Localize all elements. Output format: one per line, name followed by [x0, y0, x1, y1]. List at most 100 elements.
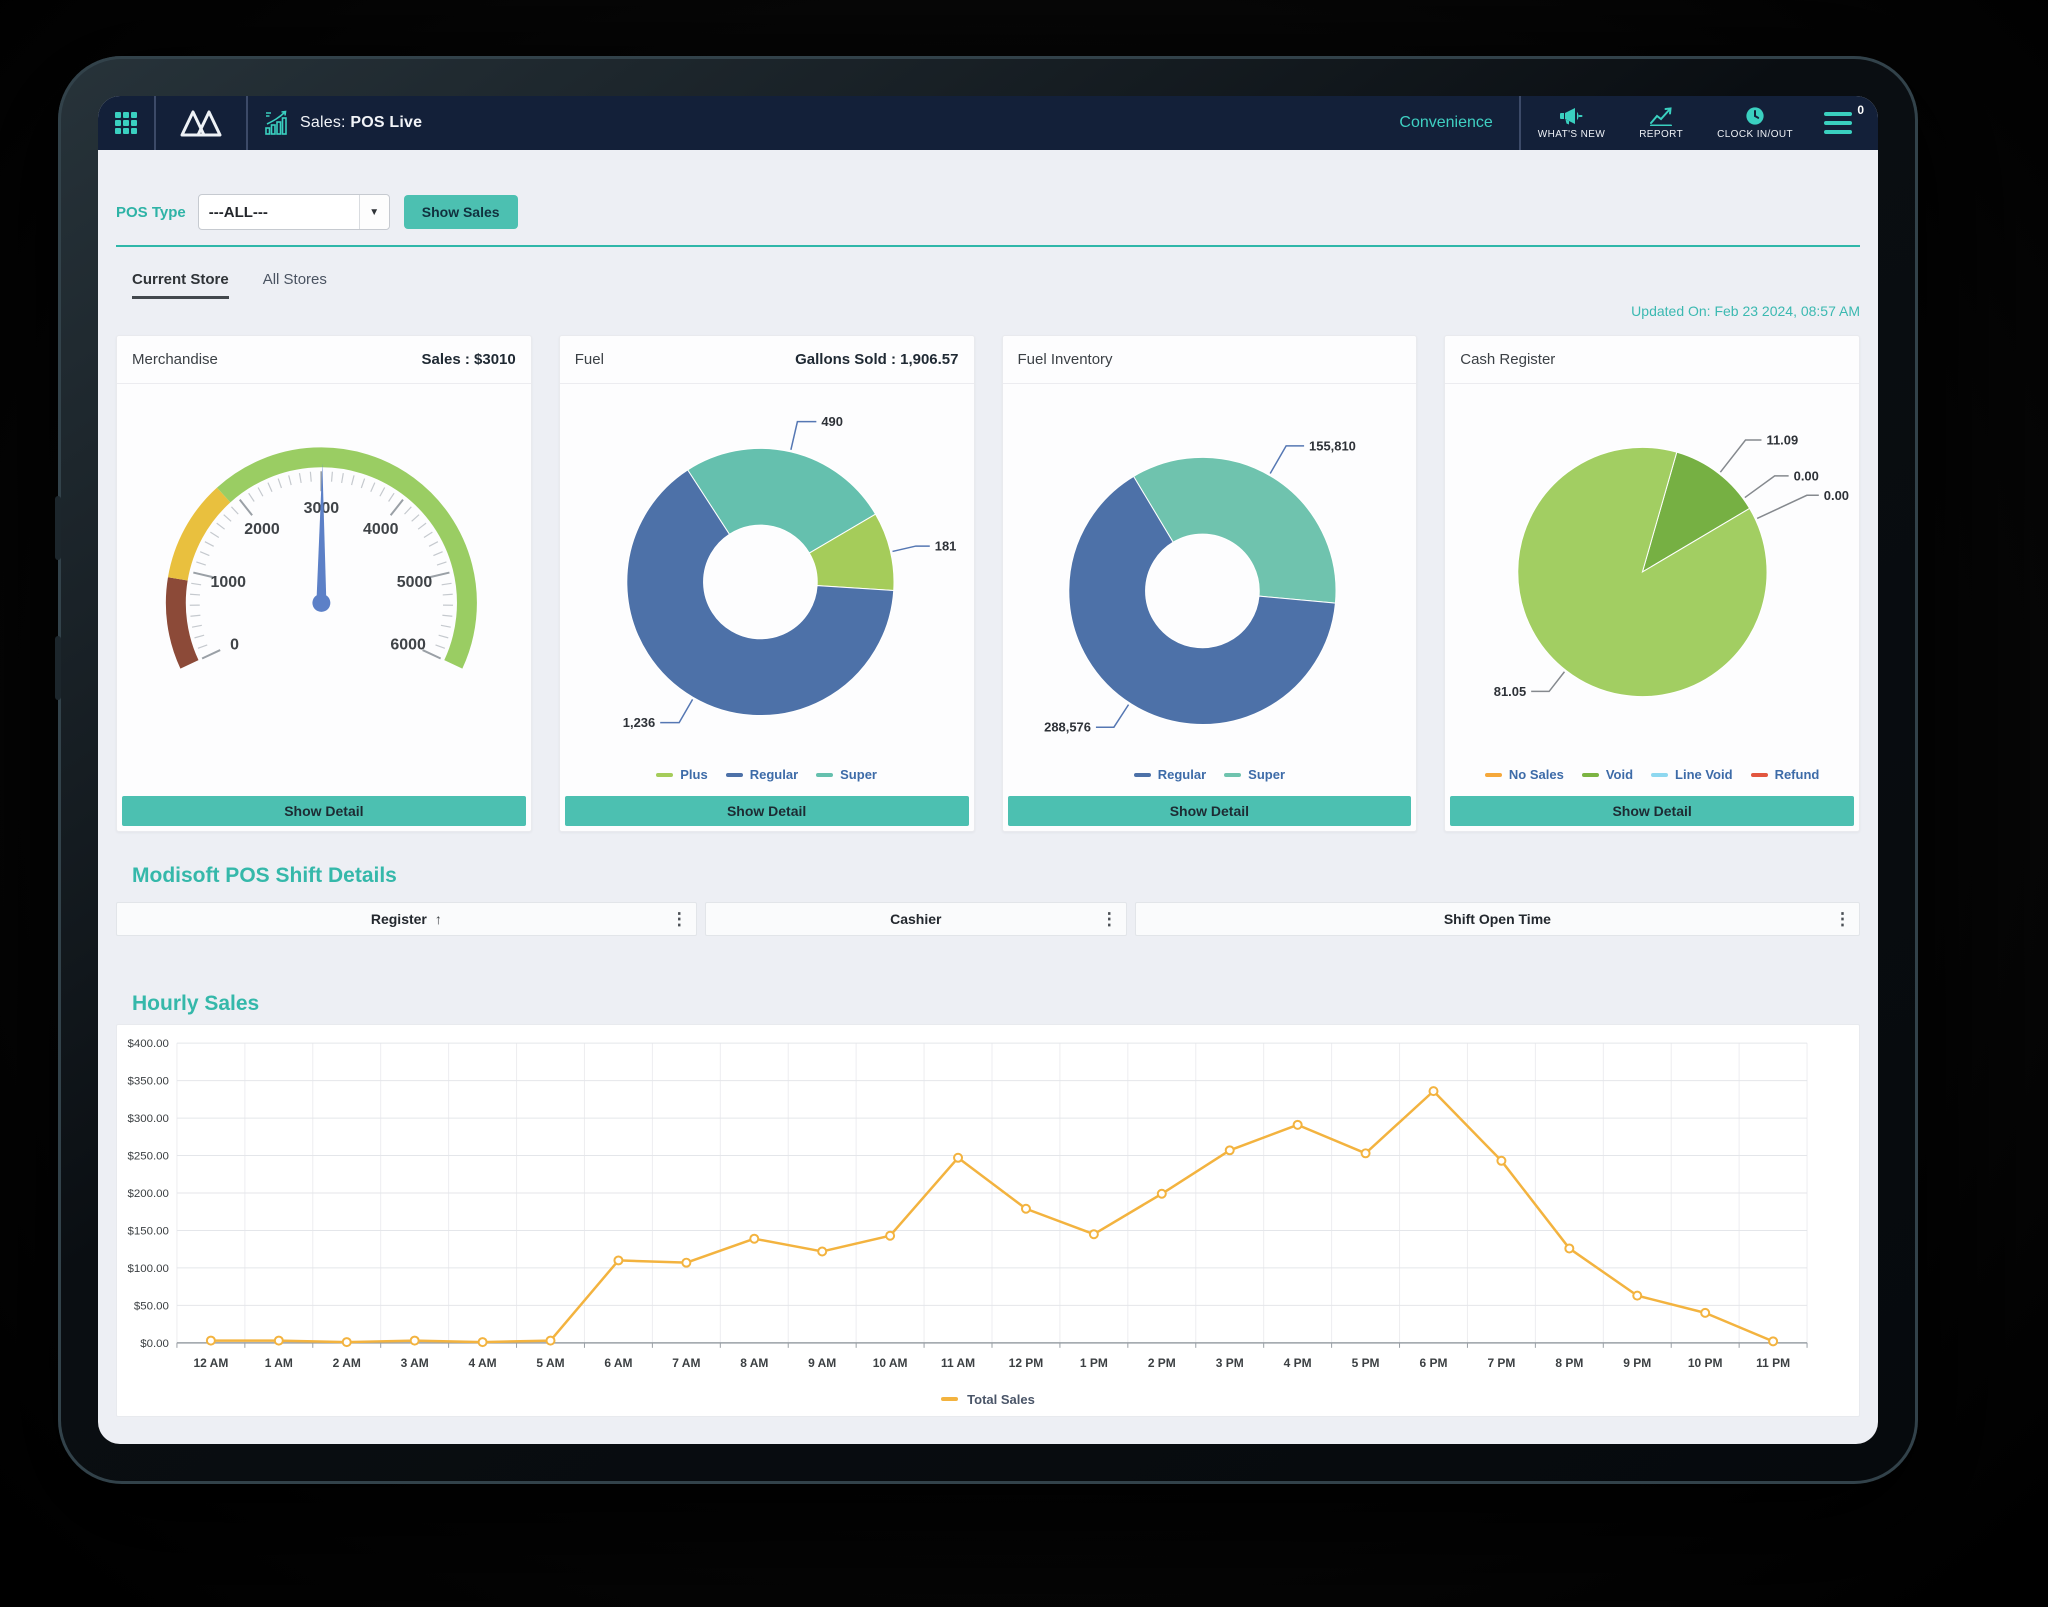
updated-on-text: Updated On: Feb 23 2024, 08:57 AM [1631, 303, 1860, 319]
column-header-cashier[interactable]: Cashier ⋮ [704, 902, 1127, 936]
report-chart-icon [1650, 107, 1673, 126]
card-value: Gallons Sold : 1,906.57 [795, 351, 959, 368]
callout-label: 81.05 [1494, 684, 1526, 699]
legend-item[interactable]: Regular [1133, 767, 1207, 782]
svg-text:2 AM: 2 AM [333, 1356, 361, 1370]
legend-label: Regular [1157, 767, 1207, 782]
tab-all-stores[interactable]: All Stores [262, 271, 327, 288]
legend-item[interactable]: Super [816, 767, 877, 782]
data-point [477, 1337, 488, 1348]
fuel-card: Fuel Gallons Sold : 1,906.57 490 181 1,236… [558, 335, 975, 832]
svg-text:9 AM: 9 AM [808, 1356, 836, 1370]
legend-item[interactable]: Refund [1750, 767, 1819, 782]
hourly-legend-item[interactable]: Total Sales [117, 1382, 1859, 1416]
legend-swatch [1750, 772, 1768, 777]
navbar-divider [154, 96, 156, 150]
merchandise-gauge-chart[interactable]: 0100020003000400050006000 [117, 384, 531, 746]
clock-in-out-button[interactable]: CLOCK IN/OUT [1700, 96, 1810, 150]
legend-label: Regular [749, 767, 799, 782]
app-grid-button[interactable] [98, 96, 154, 150]
column-menu-icon[interactable]: ⋮ [1100, 909, 1118, 929]
data-point [1768, 1336, 1779, 1347]
modisoft-logo[interactable] [156, 96, 246, 150]
svg-text:4 AM: 4 AM [469, 1356, 497, 1370]
column-header-register[interactable]: Register ↑ ⋮ [116, 902, 697, 936]
svg-text:$250.00: $250.00 [127, 1151, 168, 1163]
column-header-shift-open-time[interactable]: Shift Open Time ⋮ [1134, 902, 1860, 936]
callout-label: 11.09 [1767, 432, 1799, 447]
callout-label: 155,810 [1309, 438, 1356, 453]
fuel-inventory-donut-chart[interactable]: 155,810 288,576 [1003, 384, 1417, 746]
data-point [681, 1257, 692, 1268]
legend-item[interactable]: Line Void [1651, 767, 1733, 782]
hourly-sales-chart[interactable]: $0.00 $50.00 $100.00 $150.00 $200.00 $250.00 $… [117, 1031, 1859, 1377]
data-point [953, 1152, 964, 1163]
legend-label: Line Void [1675, 767, 1733, 782]
callout-line [1744, 475, 1789, 499]
legend-swatch [725, 772, 743, 777]
callout-line [1720, 439, 1762, 473]
report-label: REPORT [1639, 129, 1684, 140]
show-sales-button[interactable]: Show Sales [403, 195, 518, 229]
report-button[interactable]: REPORT [1622, 96, 1700, 150]
tab-current-store[interactable]: Current Store [132, 271, 229, 299]
legend-item[interactable]: Super [1224, 767, 1285, 782]
fuel-donut-chart[interactable]: 490 181 1,236 [560, 384, 974, 746]
column-menu-icon[interactable]: ⋮ [1834, 909, 1851, 929]
whats-new-label: WHAT'S NEW [1537, 129, 1606, 140]
shift-details-table-header: Register ↑ ⋮ Cashier ⋮ Shift Open Time ⋮ [116, 902, 1860, 936]
store-name[interactable]: Convenience [1399, 114, 1493, 131]
data-point [205, 1335, 216, 1346]
data-point [1700, 1307, 1711, 1318]
data-point [817, 1246, 828, 1257]
volume-up-button [55, 496, 61, 560]
svg-text:4 PM: 4 PM [1284, 1356, 1312, 1370]
svg-text:7 PM: 7 PM [1487, 1356, 1515, 1370]
main-content: POS Type ---ALL--- ▼ Show Sales Current … [98, 194, 1878, 1417]
legend-item[interactable]: Void [1581, 767, 1633, 782]
svg-text:11 AM: 11 AM [941, 1356, 975, 1370]
legend-label: Super [840, 767, 877, 782]
legend-item[interactable]: Regular [725, 767, 799, 782]
svg-text:3 PM: 3 PM [1216, 1356, 1244, 1370]
svg-text:8 PM: 8 PM [1555, 1356, 1583, 1370]
slice-no-sales [1517, 446, 1768, 698]
pos-type-label: POS Type [116, 203, 186, 221]
show-detail-button[interactable]: Show Detail [1450, 796, 1854, 826]
legend-swatch [1133, 772, 1151, 777]
modisoft-logo-icon [180, 110, 222, 137]
show-detail-button[interactable]: Show Detail [122, 796, 526, 826]
hamburger-menu-button[interactable]: 0 [1810, 96, 1878, 150]
filter-row: POS Type ---ALL--- ▼ Show Sales [116, 194, 1860, 230]
callout-label: 1,236 [623, 715, 655, 730]
legend-item[interactable]: Plus [656, 767, 708, 782]
legend-item[interactable]: No Sales [1484, 767, 1564, 782]
svg-text:$50.00: $50.00 [134, 1300, 169, 1312]
slice-regular [626, 469, 895, 717]
total-sales-legend-swatch [941, 1397, 959, 1401]
sort-ascending-icon[interactable]: ↑ [434, 911, 442, 927]
data-point [749, 1233, 760, 1244]
gauge-band [216, 447, 477, 669]
data-point [273, 1335, 284, 1346]
column-label: Cashier [890, 911, 942, 927]
legend-label: Plus [680, 767, 708, 782]
svg-text:$350.00: $350.00 [127, 1076, 168, 1088]
whats-new-button[interactable]: WHAT'S NEW [1521, 96, 1622, 150]
slice-regular [1067, 475, 1336, 725]
shift-details-heading: Modisoft POS Shift Details [132, 864, 397, 887]
pos-type-select[interactable]: ---ALL--- ▼ [197, 194, 390, 230]
svg-text:1 PM: 1 PM [1080, 1356, 1108, 1370]
volume-down-button [55, 636, 61, 700]
data-point [409, 1335, 420, 1346]
cash-register-pie-chart[interactable]: 11.09 0.00 0.00 81.05 [1445, 384, 1859, 746]
show-detail-button[interactable]: Show Detail [1007, 796, 1412, 826]
fuel-inventory-legend: Regular Super [1003, 767, 1417, 782]
show-detail-button[interactable]: Show Detail [564, 796, 969, 826]
callout-line [1757, 494, 1820, 520]
clock-in-out-label: CLOCK IN/OUT [1717, 129, 1793, 140]
data-point [1292, 1119, 1303, 1130]
svg-text:10 AM: 10 AM [873, 1356, 908, 1370]
svg-text:2 PM: 2 PM [1148, 1356, 1176, 1370]
column-menu-icon[interactable]: ⋮ [670, 909, 688, 929]
